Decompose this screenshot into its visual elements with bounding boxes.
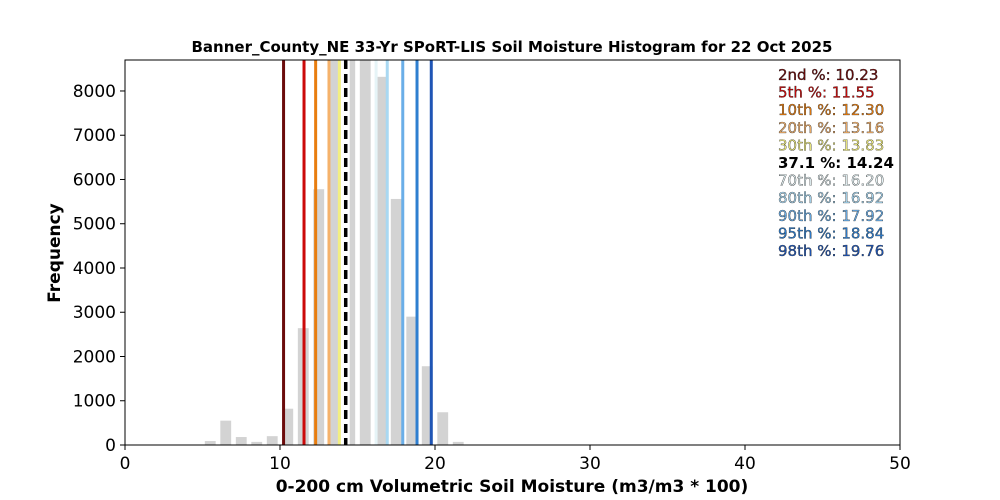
y-tick-label: 1000 [73,392,116,412]
y-tick-label: 0 [105,436,116,456]
y-tick-label: 2000 [73,347,116,367]
legend-entry: 5th %: 11.55 [778,84,875,102]
histogram-bar [421,366,433,445]
histogram-bar [313,189,325,445]
y-tick-label: 6000 [73,170,116,190]
x-tick-label: 40 [734,454,756,474]
x-tick-label: 30 [579,454,601,474]
legend-entry: 90th %: 17.92 [778,207,884,225]
histogram-bar [266,436,278,445]
histogram-bar [235,437,247,445]
x-tick-label: 0 [120,454,131,474]
bars-layer [204,60,464,445]
histogram-bar [390,198,402,445]
legend-entry: 98th %: 19.76 [778,242,884,260]
histogram-bar [344,60,356,445]
legend-entry: 80th %: 16.92 [778,189,884,207]
y-axis-ticks: 0 1000 2000 3000 4000 5000 6000 7000 8000 [73,82,125,456]
x-axis-label: 0-200 cm Volumetric Soil Moisture (m3/m3… [276,477,749,497]
percentile-lines-layer [282,60,433,445]
histogram-bar [282,408,294,445]
histogram-bar [406,316,418,445]
legend-entry: 20th %: 13.16 [778,119,884,137]
histogram-bar [251,441,263,445]
legend-entry: 95th %: 18.84 [778,224,884,242]
x-tick-label: 50 [889,454,911,474]
x-axis-ticks: 0 10 20 30 40 50 [120,445,911,474]
y-tick-label: 4000 [73,259,116,279]
histogram-bar [437,412,449,445]
histogram-bar [452,441,464,445]
y-tick-label: 7000 [73,126,116,146]
histogram-bar [204,441,216,445]
x-tick-label: 20 [424,454,446,474]
y-tick-label: 5000 [73,215,116,235]
plot-frame [124,59,901,446]
chart-title: Banner_County_NE 33-Yr SPoRT-LIS Soil Mo… [192,38,833,56]
legend-entry: 10th %: 12.30 [778,101,884,119]
y-axis-label: Frequency [45,203,65,303]
legend-entry: 70th %: 16.20 [778,172,884,190]
histogram-bar [328,60,340,445]
legend-entry: 37.1 %: 14.24 [778,154,894,172]
histogram-bar [375,76,387,445]
histogram-bar [359,60,371,445]
y-tick-label: 3000 [73,303,116,323]
x-tick-label: 10 [269,454,291,474]
histogram-bar [220,420,232,445]
y-tick-label: 8000 [73,82,116,102]
legend-entry: 2nd %: 10.23 [778,66,878,84]
legend-entry: 30th %: 13.83 [778,136,884,154]
